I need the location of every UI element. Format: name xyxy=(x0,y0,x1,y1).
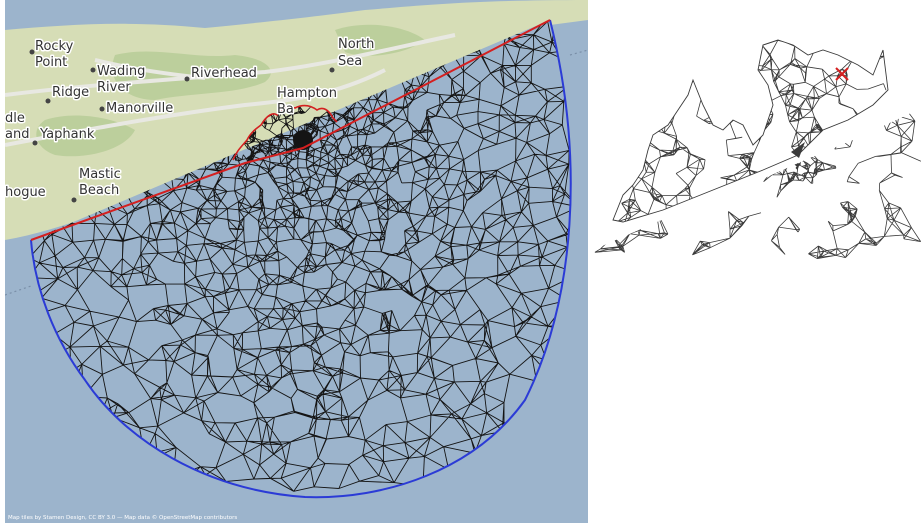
map-svg: Rocky Point Wading River Riverhead North… xyxy=(5,0,588,523)
label-riverhead: Riverhead xyxy=(191,66,257,81)
town-dots xyxy=(29,49,335,203)
map-attribution: Map tiles by Stamen Design, CC BY 3.0 — … xyxy=(8,514,237,521)
inset-land-outline xyxy=(612,39,889,223)
inset-sea-mesh xyxy=(594,108,922,259)
label-wading-river-1: Wading xyxy=(97,64,145,79)
label-middle-island-1: dle xyxy=(5,111,25,126)
label-rocky-point-1: Rocky xyxy=(35,39,74,54)
label-hampton-bays-2: Ba xyxy=(277,102,294,117)
label-wading-river-2: River xyxy=(97,80,131,95)
label-patchogue: hogue xyxy=(5,185,46,200)
mesh-edges xyxy=(594,108,922,259)
ferry-route xyxy=(569,49,588,56)
map-panel[interactable]: Rocky Point Wading River Riverhead North… xyxy=(5,0,588,523)
label-north-sea-1: North xyxy=(338,37,374,52)
inset-land-mesh xyxy=(613,40,888,222)
label-yaphank: Yaphank xyxy=(39,127,95,142)
roads xyxy=(5,33,456,147)
place-labels: Rocky Point Wading River Riverhead North… xyxy=(5,36,376,202)
label-mastic-beach-1: Mastic xyxy=(79,167,121,182)
bay-boundary xyxy=(232,104,338,161)
inset-focus-point xyxy=(791,142,805,158)
label-mastic-beach-2: Beach xyxy=(79,183,119,198)
label-middle-island-2: and xyxy=(5,127,29,142)
x-marker-icon[interactable] xyxy=(835,67,849,81)
coast-boundary xyxy=(30,19,551,241)
zoom-inset-svg xyxy=(594,39,922,259)
label-ridge: Ridge xyxy=(52,85,89,100)
mesh-edges xyxy=(613,40,888,222)
label-rocky-point-2: Point xyxy=(35,55,67,70)
zoom-inset-panel[interactable] xyxy=(593,30,922,262)
label-north-sea-2: Sea xyxy=(338,54,362,69)
label-manorville: Manorville xyxy=(106,101,173,116)
label-hampton-bays-1: Hampton xyxy=(277,86,337,101)
open-boundary xyxy=(30,19,572,499)
